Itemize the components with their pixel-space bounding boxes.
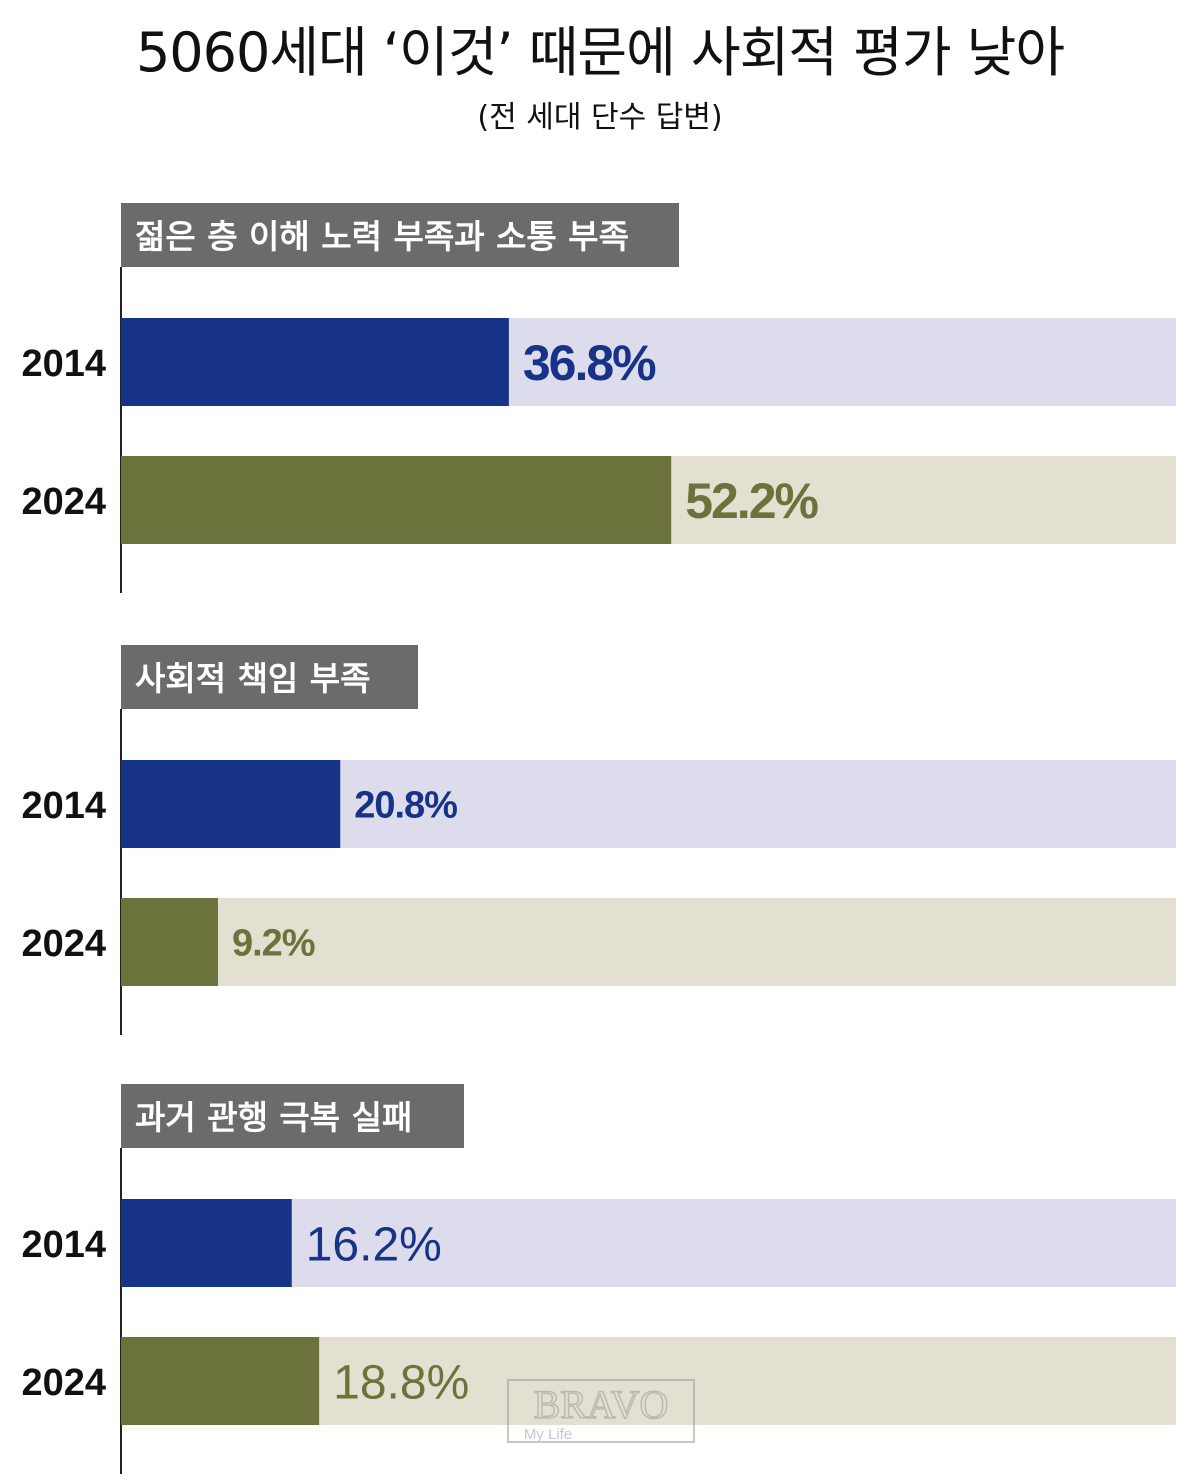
bar-track [121, 1199, 1176, 1287]
chart-subtitle: (전 세대 단수 답변) [477, 100, 723, 135]
bar-2014 [121, 1199, 292, 1287]
category-label: 젊은 층 이해 노력 부족과 소통 부족 [135, 217, 629, 256]
watermark-brand: BRAVO [534, 1382, 669, 1427]
data-label: 20.8% [354, 785, 457, 827]
year-label: 2024 [21, 481, 106, 523]
category-label-box [121, 1084, 464, 1148]
year-label: 2014 [21, 343, 106, 385]
category-label-box [121, 203, 679, 267]
data-label: 18.8% [333, 1356, 469, 1409]
year-label: 2014 [21, 785, 106, 827]
year-label: 2024 [21, 923, 106, 965]
bar-2024 [121, 456, 672, 544]
bravo-logo-watermark: BRAVO My Life [507, 1379, 695, 1443]
year-label: 2024 [21, 1362, 106, 1404]
bar-2024 [121, 1337, 320, 1425]
bar-2014 [121, 760, 341, 848]
data-label: 36.8% [523, 335, 656, 391]
data-label: 16.2% [306, 1218, 442, 1271]
category-label: 사회적 책임 부족 [135, 659, 371, 698]
year-label: 2014 [21, 1224, 106, 1266]
bar-track [121, 898, 1176, 986]
data-label: 52.2% [685, 473, 818, 529]
bar-2024 [121, 898, 218, 986]
chart-title: 5060세대 ‘이것’ 때문에 사회적 평가 낮아 [135, 21, 1065, 84]
bar-2014 [121, 318, 509, 406]
watermark-sub: My Life [524, 1426, 572, 1443]
category-label: 과거 관행 극복 실패 [135, 1098, 412, 1137]
category-label-box [121, 645, 418, 709]
data-label: 9.2% [232, 923, 315, 965]
